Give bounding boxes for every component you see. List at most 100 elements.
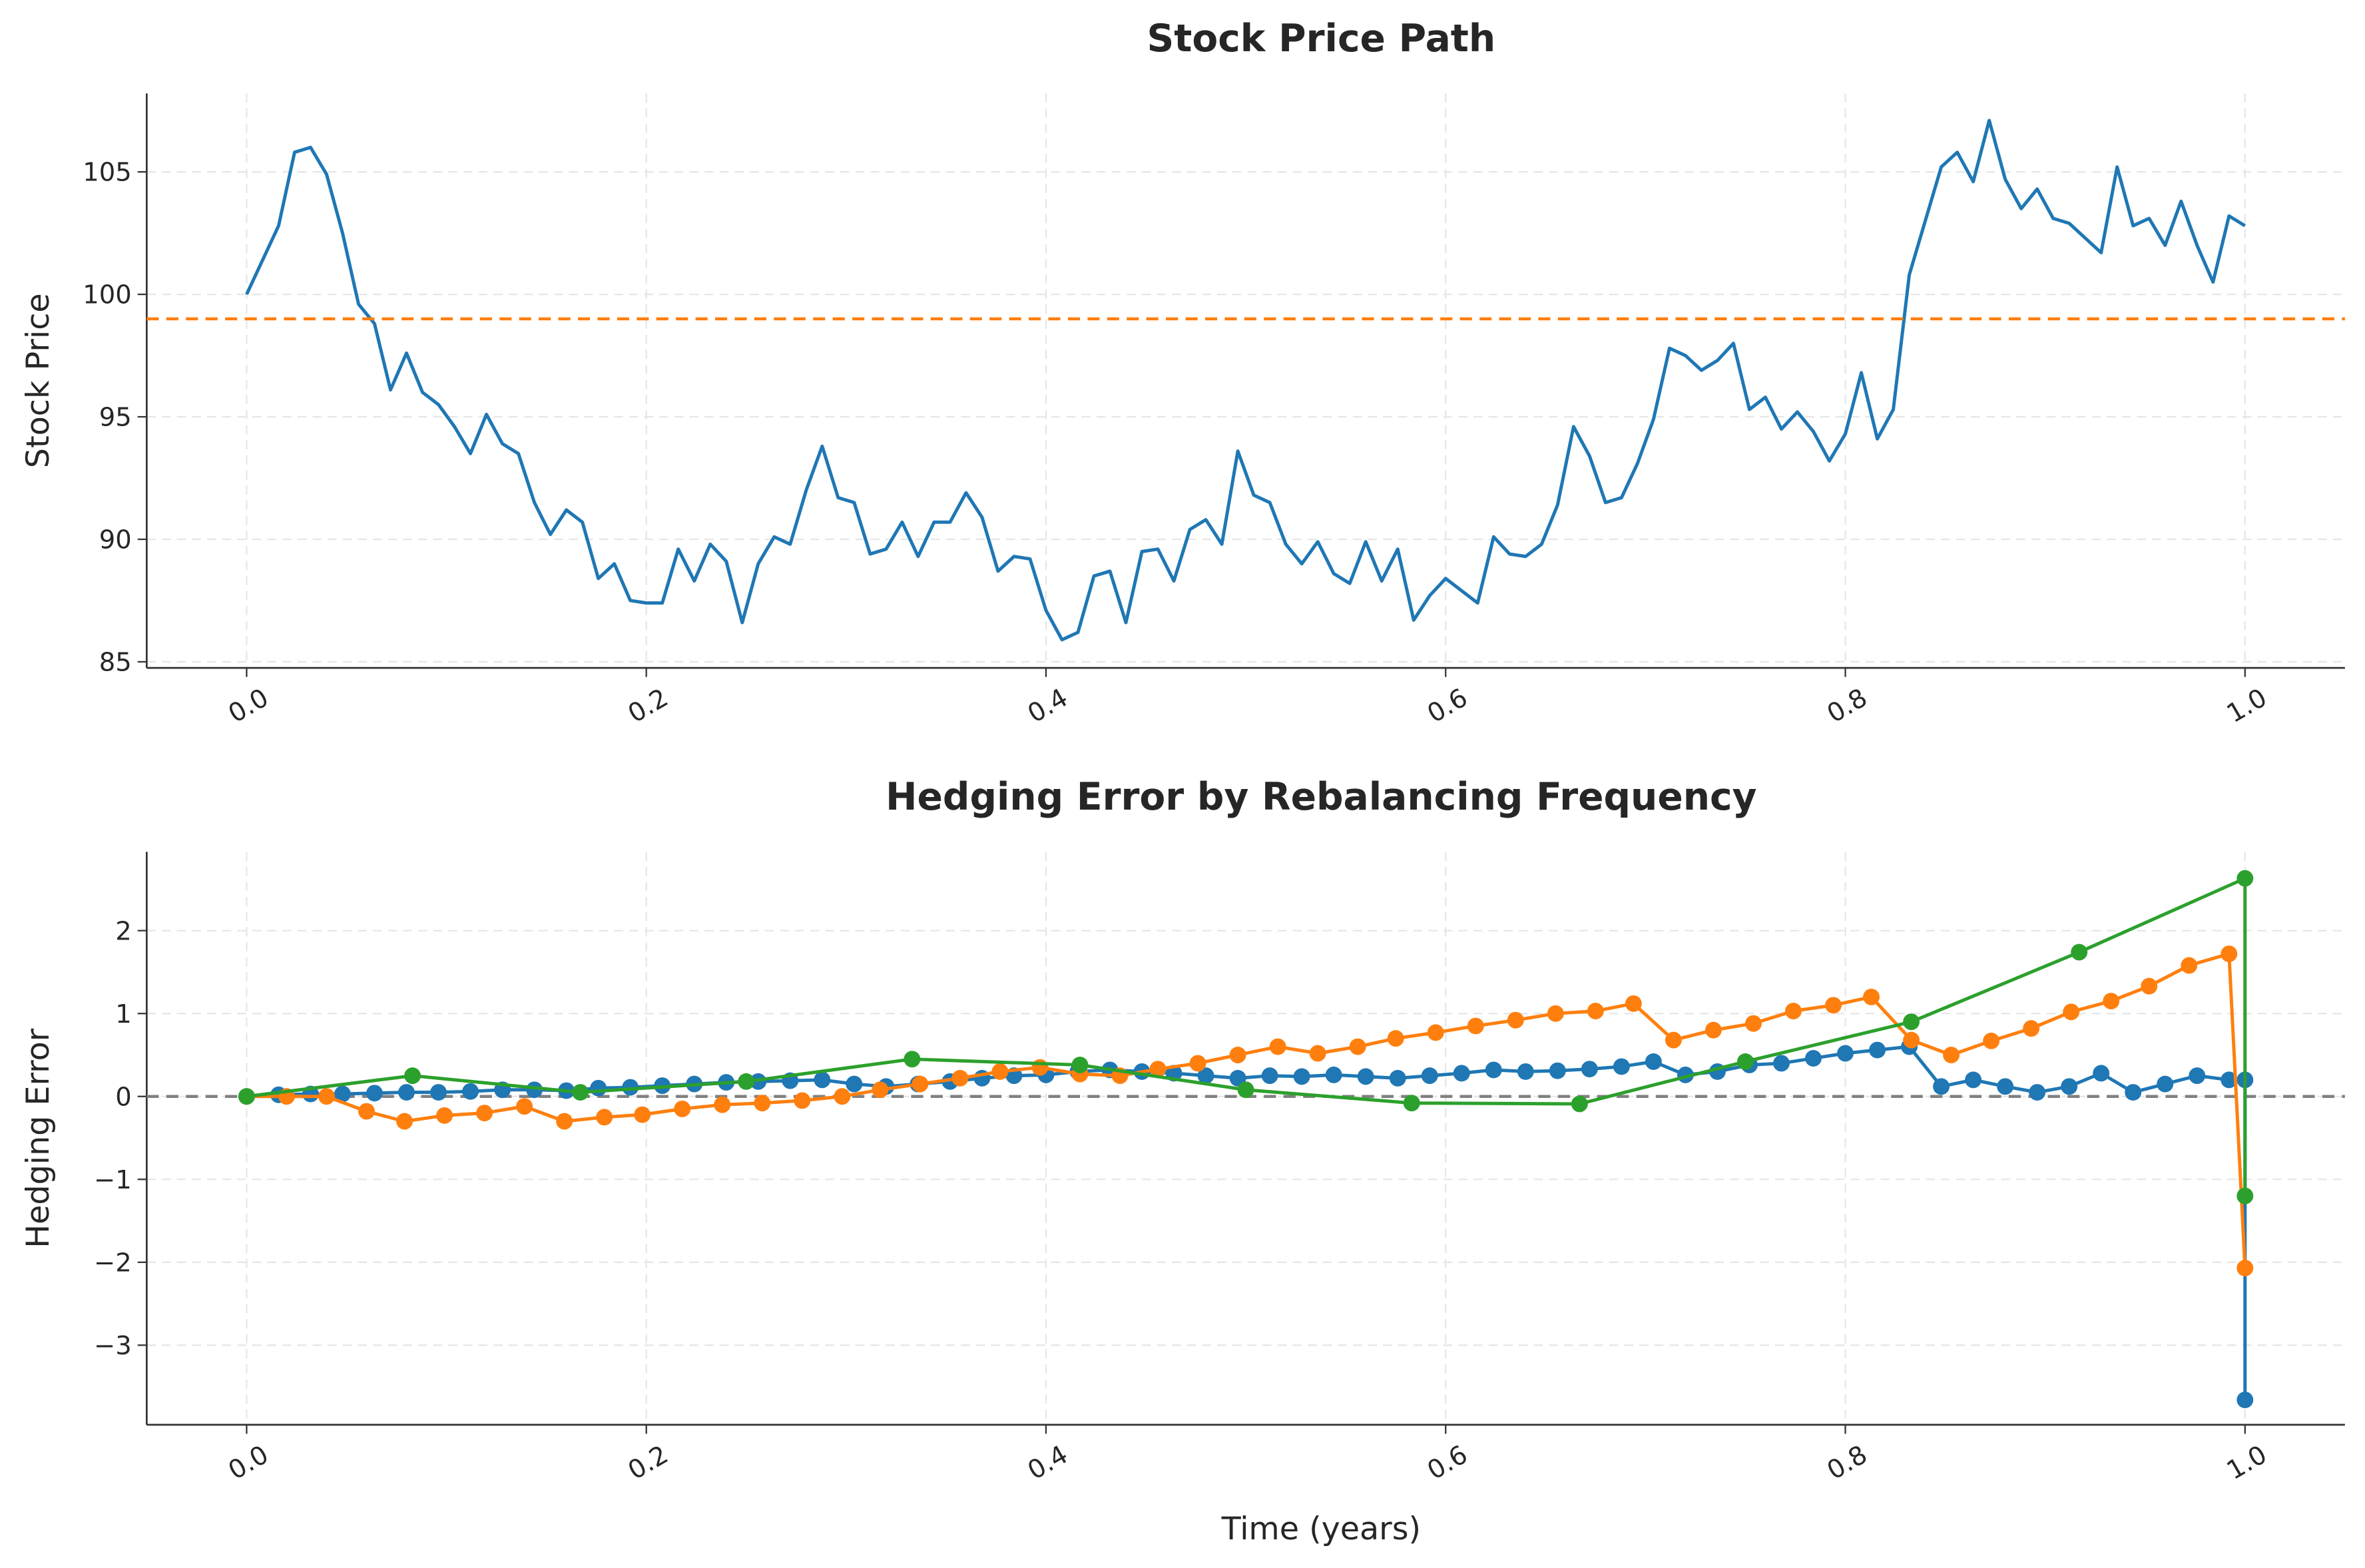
marker [2157, 1075, 2174, 1093]
x-tick-label: 0.0 [223, 682, 274, 729]
marker [1349, 1038, 1366, 1055]
marker [318, 1088, 335, 1105]
x-tick-label: 0.4 [1023, 1439, 1073, 1486]
marker [1149, 1061, 1167, 1078]
marker [2221, 945, 2238, 963]
chart-title: Stock Price Path [1147, 17, 1496, 61]
marker [622, 1079, 639, 1096]
marker [1625, 995, 1642, 1012]
marker [358, 1103, 375, 1120]
marker [1705, 1021, 1722, 1039]
marker [1229, 1047, 1246, 1063]
marker [1837, 1045, 1854, 1062]
marker [1189, 1055, 1206, 1072]
marker [1389, 1069, 1406, 1087]
marker [1467, 1017, 1484, 1035]
x-tick-label: 1.0 [2222, 1439, 2272, 1486]
marker [1357, 1068, 1374, 1085]
marker [1863, 988, 1880, 1005]
marker [1427, 1024, 1444, 1041]
marker [1031, 1059, 1049, 1076]
series-line [246, 952, 2247, 1268]
marker [872, 1081, 889, 1099]
marker [1736, 1053, 1754, 1070]
marker [846, 1075, 863, 1093]
marker [572, 1084, 589, 1101]
marker [556, 1113, 573, 1130]
y-tick-label: 105 [83, 158, 131, 188]
x-tick-label: 0.6 [1422, 1439, 1473, 1486]
marker [2141, 977, 2158, 995]
y-tick-label: −3 [94, 1331, 132, 1361]
y-tick-label: −2 [94, 1248, 132, 1278]
marker [1805, 1050, 1822, 1067]
marker [462, 1083, 479, 1100]
marker [2125, 1084, 2142, 1101]
marker [1071, 1056, 1089, 1073]
marker [834, 1088, 851, 1105]
marker [1773, 1055, 1790, 1072]
marker [1517, 1063, 1534, 1080]
series-line [246, 1045, 2247, 1400]
y-tick-label: 85 [99, 648, 132, 678]
marker [238, 1088, 255, 1105]
marker [634, 1106, 651, 1123]
marker [1309, 1045, 1326, 1062]
marker [1453, 1065, 1470, 1082]
x-tick-label: 0.8 [1822, 682, 1873, 729]
marker [430, 1084, 447, 1101]
marker [1547, 1005, 1564, 1022]
marker [1421, 1067, 1438, 1085]
marker [674, 1100, 691, 1117]
marker [2189, 1067, 2206, 1085]
marker [2236, 1392, 2254, 1408]
marker [436, 1107, 453, 1124]
y-tick-label: 0 [115, 1082, 132, 1112]
series-line [245, 119, 2246, 642]
x-tick-label: 1.0 [2222, 682, 2272, 729]
marker [2023, 1020, 2040, 1037]
marker [1571, 1095, 1588, 1113]
marker [1587, 1003, 1604, 1019]
marker [1197, 1067, 1214, 1085]
marker [2093, 1065, 2110, 1082]
y-tick-label: 100 [83, 280, 131, 310]
y-axis-label: Stock Price [20, 293, 57, 468]
marker [794, 1092, 811, 1109]
marker [1549, 1062, 1566, 1079]
marker [1903, 1013, 1920, 1031]
marker [396, 1113, 413, 1130]
marker [1965, 1071, 1982, 1089]
marker [2236, 870, 2254, 887]
marker [1825, 997, 1842, 1014]
marker [2029, 1084, 2046, 1101]
marker [1237, 1081, 1254, 1099]
marker [814, 1071, 831, 1089]
x-tick-label: 0.4 [1023, 682, 1073, 729]
marker [1933, 1078, 1950, 1095]
marker [404, 1067, 421, 1085]
marker [2236, 1187, 2254, 1204]
marker [738, 1073, 755, 1090]
x-tick-label: 0.8 [1822, 1439, 1873, 1486]
x-tick-label: 0.6 [1422, 682, 1473, 729]
y-tick-label: 2 [115, 916, 132, 946]
marker [1485, 1061, 1502, 1079]
marker [516, 1098, 533, 1115]
marker [1403, 1095, 1420, 1112]
x-axis-label: Time (years) [1221, 1511, 1421, 1547]
marker [1613, 1058, 1630, 1075]
marker [991, 1063, 1009, 1080]
marker [1293, 1068, 1310, 1085]
marker [1903, 1031, 1920, 1049]
marker [714, 1096, 731, 1113]
marker [1997, 1078, 2014, 1095]
marker [1785, 1003, 1802, 1019]
marker [1943, 1047, 1960, 1063]
marker [526, 1081, 543, 1099]
marker [1745, 1015, 1762, 1032]
marker [951, 1069, 969, 1087]
marker [366, 1085, 383, 1102]
marker [476, 1105, 493, 1122]
y-tick-label: 90 [99, 525, 132, 555]
